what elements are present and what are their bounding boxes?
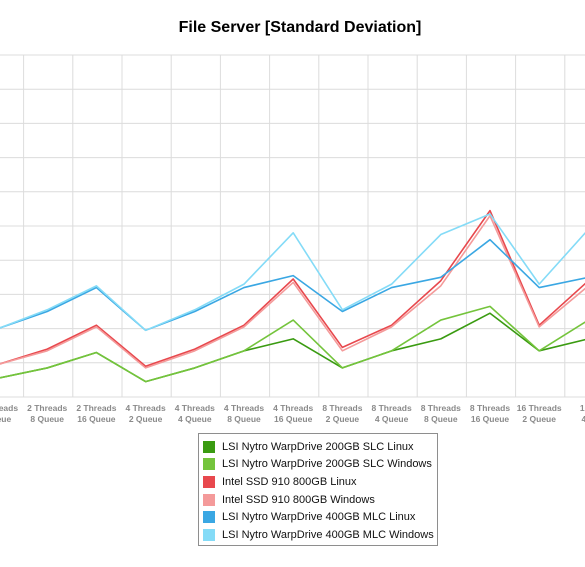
legend-label: Intel SSD 910 800GB Linux <box>222 475 357 488</box>
x-tick-label: 2 Threads 8 Queue <box>27 403 67 424</box>
legend-swatch <box>203 511 215 524</box>
legend-label: LSI Nytro WarpDrive 200GB SLC Linux <box>222 440 414 453</box>
grid-lines <box>0 54 585 398</box>
legend-label: Intel SSD 910 800GB Windows <box>222 493 375 506</box>
legend-item: LSI Nytro WarpDrive 400GB MLC Linux <box>199 508 437 526</box>
legend-label: LSI Nytro WarpDrive 400GB MLC Windows <box>222 528 434 541</box>
legend-item: LSI Nytro WarpDrive 400GB MLC Windows <box>199 526 437 544</box>
x-tick-label: 8 Threads 16 Queue <box>470 403 510 424</box>
series-line-4 <box>0 238 585 332</box>
x-tick-label: 8 Threads 8 Queue <box>421 403 461 424</box>
x-tick-label: 4 Threads 16 Queue <box>273 403 313 424</box>
x-tick-label: 4 Threads 8 Queue <box>224 403 264 424</box>
x-tick-label: 8 Threads 4 Queue <box>372 403 412 424</box>
chart-title: File Server [Standard Deviation] <box>178 19 422 36</box>
x-tick-label: 2 ThreadsQueue <box>0 403 18 424</box>
legend-item: Intel SSD 910 800GB Linux <box>199 473 437 491</box>
legend: LSI Nytro WarpDrive 200GB SLC Linux LSI N… <box>198 433 438 546</box>
series-lines <box>0 209 585 383</box>
series-line-0 <box>0 312 585 383</box>
x-tick-label: 16 T4 Q <box>580 403 585 424</box>
legend-swatch <box>203 440 215 453</box>
legend-label: LSI Nytro WarpDrive 200GB SLC Windows <box>222 458 432 471</box>
x-tick-label: 8 Threads 2 Queue <box>322 403 362 424</box>
legend-item: LSI Nytro WarpDrive 200GB SLC Linux <box>199 438 437 456</box>
series-line-5 <box>0 213 585 332</box>
x-tick-label: 2 Threads 16 Queue <box>76 403 116 424</box>
legend-swatch <box>203 528 215 541</box>
legend-item: Intel SSD 910 800GB Windows <box>199 491 437 509</box>
legend-swatch <box>203 493 215 506</box>
series-line-1 <box>0 305 585 383</box>
x-tick-label: 4 Threads 4 Queue <box>175 403 215 424</box>
series-line-3 <box>0 214 585 369</box>
x-tick-label: 4 Threads 2 Queue <box>126 403 166 424</box>
legend-item: LSI Nytro WarpDrive 200GB SLC Windows <box>199 456 437 474</box>
x-tick-label: 16 Threads 2 Queue <box>517 403 562 424</box>
legend-swatch <box>203 475 215 488</box>
legend-label: LSI Nytro WarpDrive 400GB MLC Linux <box>222 511 416 524</box>
series-line-2 <box>0 209 585 368</box>
legend-swatch <box>203 458 215 471</box>
